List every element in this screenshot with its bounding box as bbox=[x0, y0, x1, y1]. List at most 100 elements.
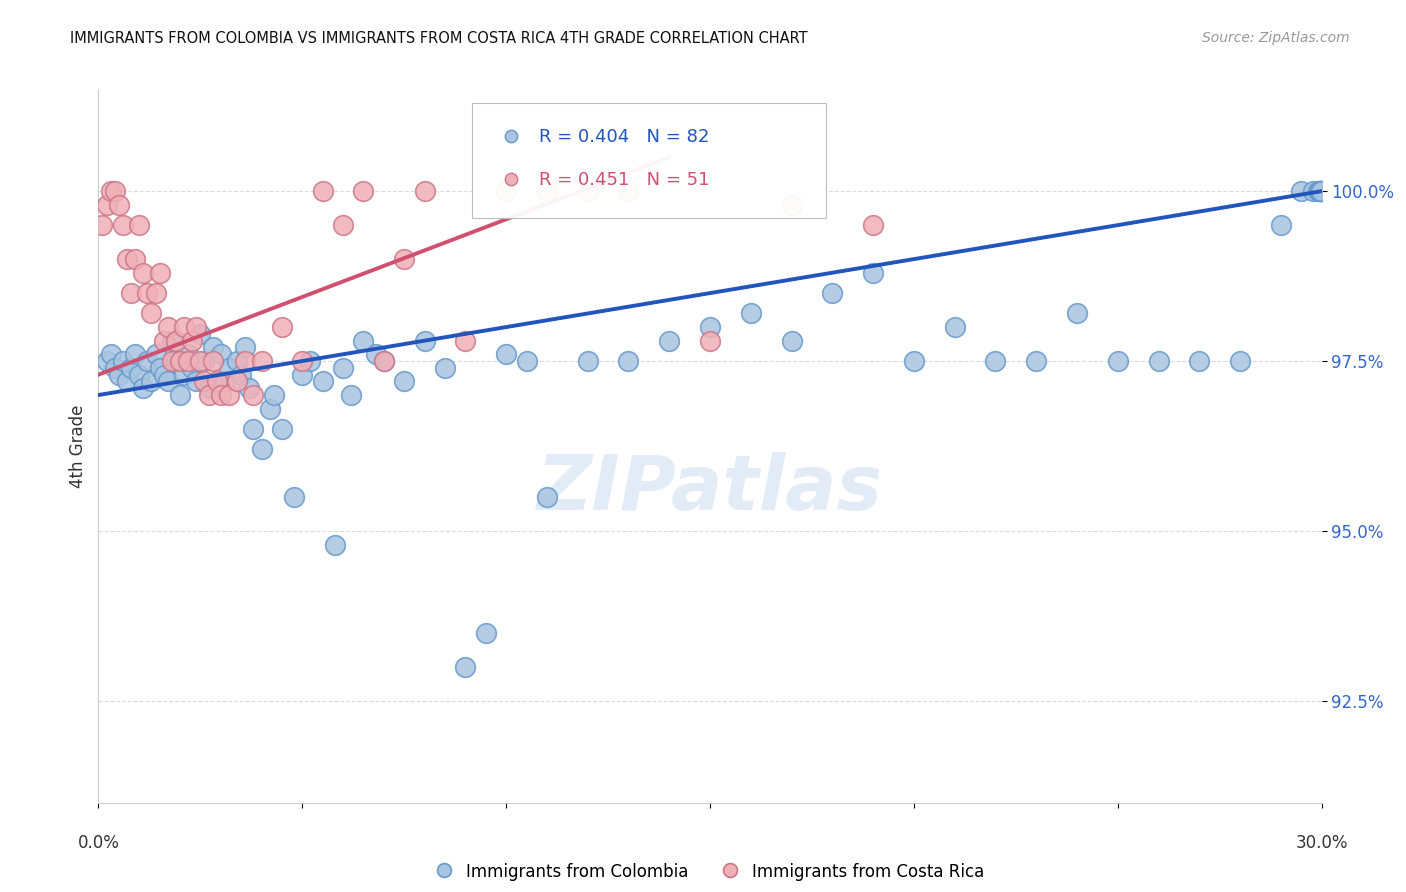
Text: R = 0.404   N = 82: R = 0.404 N = 82 bbox=[538, 128, 709, 146]
Point bbox=[617, 184, 640, 198]
Point bbox=[100, 347, 122, 361]
Point bbox=[340, 388, 363, 402]
Point bbox=[152, 368, 174, 382]
Point bbox=[862, 266, 884, 280]
Point bbox=[218, 388, 240, 402]
Point bbox=[111, 218, 134, 232]
Point bbox=[218, 360, 240, 375]
Point bbox=[226, 354, 249, 368]
Point bbox=[209, 347, 232, 361]
Point bbox=[111, 354, 134, 368]
Point bbox=[152, 334, 174, 348]
Point bbox=[943, 320, 966, 334]
Point bbox=[536, 184, 558, 198]
Point bbox=[740, 306, 762, 320]
Point bbox=[120, 360, 142, 375]
Text: 30.0%: 30.0% bbox=[1295, 834, 1348, 852]
Point bbox=[780, 334, 803, 348]
Point bbox=[132, 381, 155, 395]
Point bbox=[136, 354, 159, 368]
Point bbox=[270, 320, 294, 334]
Point bbox=[145, 347, 167, 361]
Point bbox=[984, 354, 1007, 368]
Point bbox=[193, 375, 215, 389]
Point bbox=[197, 388, 219, 402]
Point bbox=[186, 320, 208, 334]
Point bbox=[495, 184, 517, 198]
Point bbox=[495, 347, 517, 361]
Point bbox=[186, 375, 208, 389]
Point bbox=[1188, 354, 1211, 368]
Point bbox=[96, 354, 118, 368]
Point bbox=[160, 354, 183, 368]
Point bbox=[104, 360, 127, 375]
Point bbox=[242, 422, 264, 436]
Point bbox=[291, 354, 314, 368]
Point bbox=[1309, 184, 1331, 198]
Point bbox=[1270, 218, 1292, 232]
Legend: Immigrants from Colombia, Immigrants from Costa Rica: Immigrants from Colombia, Immigrants fro… bbox=[429, 856, 991, 888]
Point bbox=[104, 184, 127, 198]
Point bbox=[364, 347, 387, 361]
Point bbox=[576, 184, 599, 198]
Point bbox=[1229, 354, 1251, 368]
Point bbox=[165, 354, 187, 368]
Point bbox=[699, 334, 721, 348]
FancyBboxPatch shape bbox=[471, 103, 827, 218]
Point bbox=[312, 375, 335, 389]
Point bbox=[474, 626, 498, 640]
Point bbox=[145, 286, 167, 301]
Point bbox=[115, 375, 138, 389]
Point bbox=[156, 320, 179, 334]
Point bbox=[169, 388, 191, 402]
Point bbox=[233, 341, 256, 355]
Point bbox=[821, 286, 844, 301]
Point bbox=[516, 354, 538, 368]
Point bbox=[193, 354, 215, 368]
Point bbox=[188, 354, 212, 368]
Point bbox=[181, 360, 204, 375]
Point bbox=[169, 354, 191, 368]
Point bbox=[332, 360, 354, 375]
Point bbox=[124, 347, 146, 361]
Point bbox=[332, 218, 354, 232]
Point bbox=[128, 368, 150, 382]
Point bbox=[576, 354, 599, 368]
Point bbox=[312, 184, 335, 198]
Point bbox=[433, 360, 456, 375]
Text: 0.0%: 0.0% bbox=[77, 834, 120, 852]
Point bbox=[323, 537, 346, 551]
Point bbox=[149, 360, 172, 375]
Point bbox=[373, 354, 395, 368]
Text: Source: ZipAtlas.com: Source: ZipAtlas.com bbox=[1202, 31, 1350, 45]
Point bbox=[201, 341, 224, 355]
Point bbox=[201, 354, 224, 368]
Point bbox=[454, 660, 477, 674]
Point bbox=[177, 347, 200, 361]
Point bbox=[291, 368, 314, 382]
Point bbox=[352, 184, 374, 198]
Point bbox=[238, 381, 260, 395]
Point bbox=[658, 334, 681, 348]
Point bbox=[780, 198, 803, 212]
Point bbox=[132, 266, 155, 280]
Point bbox=[149, 266, 172, 280]
Point bbox=[1025, 354, 1047, 368]
Point bbox=[617, 354, 640, 368]
Point bbox=[205, 375, 228, 389]
Point bbox=[1107, 354, 1129, 368]
Point bbox=[173, 320, 195, 334]
Point bbox=[1302, 184, 1324, 198]
Point bbox=[1306, 184, 1329, 198]
Point bbox=[250, 354, 273, 368]
Point bbox=[115, 252, 138, 266]
Point bbox=[392, 375, 416, 389]
Point bbox=[536, 490, 558, 504]
Point bbox=[91, 218, 114, 232]
Point bbox=[1147, 354, 1170, 368]
Point bbox=[141, 375, 163, 389]
Point bbox=[413, 184, 436, 198]
Point bbox=[1310, 184, 1333, 198]
Point bbox=[197, 381, 219, 395]
Point bbox=[263, 388, 285, 402]
